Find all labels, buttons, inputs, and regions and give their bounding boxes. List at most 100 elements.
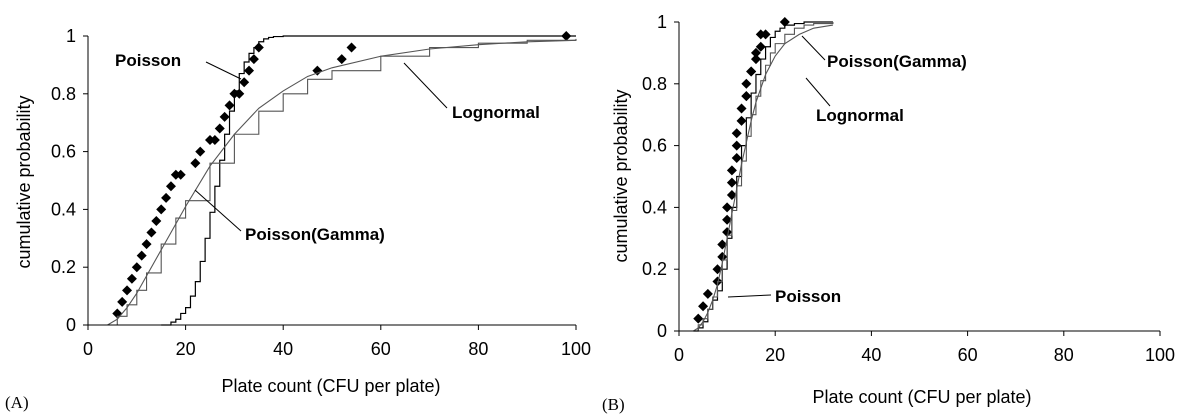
data-point: [726, 190, 737, 201]
poisson-series: [693, 21, 833, 332]
poisson-gamma-series: [107, 38, 577, 326]
x-tick-label: 20: [176, 339, 196, 359]
data-point: [117, 296, 128, 307]
x-tick-label: 100: [561, 339, 591, 359]
lognormal-series: [107, 39, 577, 326]
y-tick-label: 0: [657, 321, 667, 341]
y-tick-label: 0.8: [642, 74, 667, 94]
x-tick-label: 60: [371, 339, 391, 359]
observed-data: [693, 17, 790, 324]
data-point: [146, 227, 157, 238]
data-point: [717, 251, 728, 262]
x-tick-label: 40: [273, 339, 293, 359]
x-tick-label: 80: [1054, 345, 1074, 365]
data-point: [731, 152, 742, 163]
y-tick-label: 0.2: [642, 259, 667, 279]
data-point: [731, 140, 742, 151]
data-point: [741, 78, 752, 89]
data-point: [736, 115, 747, 126]
data-point: [750, 54, 761, 65]
y-tick-label: 1: [657, 12, 667, 32]
series-layer: [693, 17, 834, 332]
data-point: [195, 146, 206, 157]
data-point: [741, 91, 752, 102]
x-axis-label: Plate count (CFU per plate): [812, 387, 1031, 407]
annotation-lognormal: Lognormal: [816, 106, 904, 125]
data-point: [698, 301, 709, 312]
y-tick-label: 0.2: [51, 257, 76, 277]
data-point: [239, 77, 250, 88]
data-point: [122, 285, 133, 296]
data-point: [722, 202, 733, 213]
y-axis-label: cumulative probability: [611, 89, 631, 262]
data-point: [702, 288, 713, 299]
x-axis-label: Plate count (CFU per plate): [221, 376, 440, 396]
data-point: [131, 262, 142, 273]
data-point: [190, 158, 201, 169]
x-tick-label: 40: [861, 345, 881, 365]
x-tick-label: 0: [83, 339, 93, 359]
data-point: [151, 215, 162, 226]
leader-lognormal: [805, 77, 831, 107]
data-point: [726, 165, 737, 176]
annotation-poisson: Poisson: [115, 51, 181, 70]
data-point: [161, 192, 172, 203]
data-point: [141, 239, 152, 250]
chart-panel-a: 0 20 40 60 80 100 0 0.2 0.4 0.6 0.8 1 Plate count (…: [5, 26, 591, 412]
chart-panel-b: 0 20 40 60 80 100 0 0.2 0.4 0.6 0.8 1 Plate count (…: [602, 12, 1175, 414]
data-point: [136, 250, 147, 261]
data-point: [746, 66, 757, 77]
leader-lognormal: [403, 62, 448, 109]
data-point: [731, 128, 742, 139]
x-tick-label: 0: [674, 345, 684, 365]
leader-poisson: [727, 294, 772, 298]
data-point: [755, 41, 766, 52]
observed-data: [112, 31, 572, 319]
annotation-poisson-gamma: Poisson(Gamma): [245, 225, 385, 244]
poisson-series: [161, 35, 576, 326]
data-point: [346, 42, 357, 53]
data-point: [722, 227, 733, 238]
data-point: [165, 181, 176, 192]
data-point: [244, 65, 255, 76]
y-tick-label: 0.6: [642, 136, 667, 156]
data-point: [722, 214, 733, 225]
y-tick-label: 1: [66, 26, 76, 46]
data-point: [224, 100, 235, 111]
annotation-poisson-gamma: Poisson(Gamma): [827, 52, 967, 71]
y-tick-label: 0.4: [642, 197, 667, 217]
axes: 0 20 40 60 80 100 0 0.2 0.4 0.6 0.8 1: [642, 12, 1175, 365]
axes: 0 20 40 60 80 100 0 0.2 0.4 0.6 0.8 1: [51, 26, 591, 359]
data-point: [750, 47, 761, 58]
x-tick-label: 80: [468, 339, 488, 359]
x-tick-label: 100: [1145, 345, 1175, 365]
data-point: [717, 239, 728, 250]
data-point: [126, 273, 137, 284]
panel-label-a: (A): [5, 393, 29, 412]
data-point: [760, 29, 771, 40]
y-tick-label: 0: [66, 315, 76, 335]
y-tick-label: 0.6: [51, 142, 76, 162]
data-point: [726, 177, 737, 188]
annotation-lognormal: Lognormal: [452, 103, 540, 122]
data-point: [156, 204, 167, 215]
data-point: [312, 65, 323, 76]
data-point: [736, 103, 747, 114]
x-tick-label: 60: [958, 345, 978, 365]
annotation-poisson: Poisson: [775, 287, 841, 306]
leader-poisson: [205, 61, 242, 80]
data-point: [336, 54, 347, 65]
data-point: [214, 123, 225, 134]
data-point: [175, 169, 186, 180]
leader-poisson-gamma: [801, 35, 826, 61]
leader-poisson-gamma: [194, 189, 242, 232]
data-point: [248, 54, 259, 65]
data-point: [693, 313, 704, 324]
y-axis-label: cumulative probability: [14, 95, 34, 268]
y-tick-label: 0.4: [51, 199, 76, 219]
data-point: [219, 111, 230, 122]
y-tick-label: 0.8: [51, 84, 76, 104]
lognormal-series: [693, 24, 834, 332]
data-point: [209, 135, 220, 146]
